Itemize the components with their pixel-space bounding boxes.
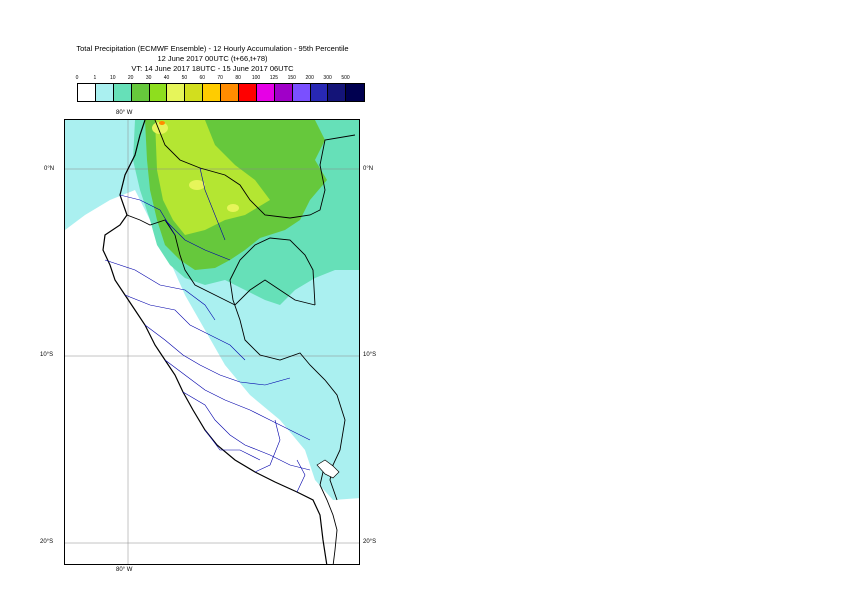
colorbar-swatch bbox=[185, 84, 204, 101]
border-ecuador-peru bbox=[126, 214, 316, 306]
colorbar-tick-label: 1 bbox=[93, 75, 97, 81]
lon-label-top: 80° W bbox=[116, 110, 133, 116]
lat-label-left-0: 0°N bbox=[44, 166, 55, 172]
colorbar-swatch bbox=[346, 84, 365, 101]
colorbar-tick-label: 70 bbox=[217, 75, 223, 81]
border-peru-brazil bbox=[229, 237, 346, 501]
colorbar-tick-label: 40 bbox=[163, 75, 170, 81]
colorbar-tick-label: 50 bbox=[181, 75, 188, 81]
border-peru-bolivia-chile bbox=[319, 464, 338, 564]
colorbar-swatch bbox=[78, 84, 96, 101]
colorbar-tick-label: 300 bbox=[323, 75, 332, 81]
colorbar-labels: 0 1 10 20 30 40 50 60 70 80 100 125 150 200 300 500 bbox=[0, 75, 842, 84]
colorbar-swatch bbox=[95, 84, 114, 101]
colorbar-tick-label: 0 bbox=[75, 75, 79, 81]
colorbar-tick-label: 10 bbox=[110, 75, 116, 81]
colorbar-swatch bbox=[292, 84, 311, 101]
colorbar-swatch bbox=[149, 84, 168, 101]
colorbar-swatch bbox=[221, 84, 240, 101]
colorbar-tick-label: 150 bbox=[287, 75, 296, 81]
lake-titicaca bbox=[316, 459, 340, 479]
colorbar-swatch bbox=[113, 84, 132, 101]
lat-label-right-20s: 20°S bbox=[363, 539, 377, 545]
colorbar-swatch bbox=[203, 84, 222, 101]
colorbar-swatch bbox=[239, 84, 257, 101]
colorbar-tick-label: 30 bbox=[145, 75, 152, 81]
map-title: Total Precipitation (ECMWF Ensemble) - 1… bbox=[76, 44, 349, 53]
precip-zone-yellowgreen bbox=[155, 120, 270, 235]
lat-label-right-10s: 10°S bbox=[363, 352, 377, 358]
coastline bbox=[102, 120, 328, 564]
region-boundaries bbox=[104, 167, 311, 493]
precip-spot-orange bbox=[159, 121, 165, 125]
precip-spot-yellow-3 bbox=[152, 122, 168, 134]
colorbar-swatch bbox=[256, 84, 275, 101]
border-colombia bbox=[154, 120, 356, 219]
colorbar-swatch bbox=[274, 84, 293, 101]
lat-label-right-0: 0°N bbox=[363, 166, 374, 172]
colorbar-tick-label: 200 bbox=[305, 75, 314, 81]
colorbar-swatch bbox=[131, 84, 150, 101]
colorbar-tick-label: 125 bbox=[269, 75, 279, 81]
precip-spot-yellow-1 bbox=[189, 180, 205, 190]
map-run-time: 12 June 2017 00UTC (t+66,t+78) bbox=[157, 54, 268, 63]
colorbar-tick-label: 60 bbox=[199, 75, 206, 81]
map-valid-time: VT: 14 June 2017 18UTC - 15 June 2017 06… bbox=[131, 64, 294, 73]
lat-label-left-10s: 10°S bbox=[40, 352, 54, 358]
map-canvas bbox=[65, 120, 359, 564]
colorbar-swatch bbox=[310, 84, 329, 101]
colorbar-tick-label: 20 bbox=[127, 75, 134, 81]
colorbar-swatch bbox=[328, 84, 347, 101]
lon-label-bottom: 80° W bbox=[116, 567, 133, 573]
lat-label-left-20s: 20°S bbox=[40, 539, 54, 545]
colorbar-swatch bbox=[167, 84, 186, 101]
colorbar-tick-label: 500 bbox=[341, 75, 350, 81]
precip-spot-yellow-2 bbox=[227, 204, 239, 212]
colorbar-tick-label: 80 bbox=[235, 75, 241, 81]
colorbar-tick-label: 100 bbox=[251, 75, 261, 81]
precipitation-map bbox=[64, 119, 360, 565]
colorbar-legend bbox=[77, 83, 366, 102]
